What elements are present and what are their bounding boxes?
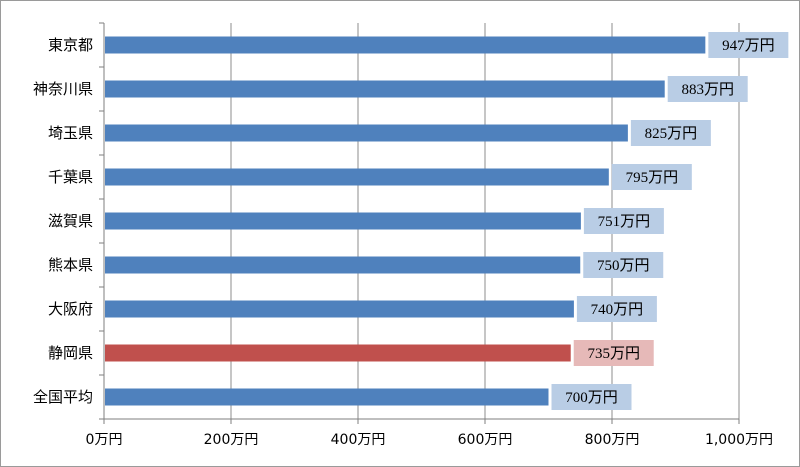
data-label-4: 751万円 xyxy=(598,214,651,230)
bar-8 xyxy=(105,388,549,406)
data-label-bg-8 xyxy=(551,384,632,410)
category-label-6: 大阪府 xyxy=(48,300,93,318)
x-tick-label-2: 400万円 xyxy=(331,432,386,448)
category-label-3: 千葉県 xyxy=(48,168,93,186)
data-label-7: 735万円 xyxy=(587,346,640,362)
category-label-4: 滋賀県 xyxy=(48,212,93,230)
data-label-bg-6 xyxy=(576,296,657,322)
data-label-bg-1 xyxy=(667,76,748,102)
category-label-8: 全国平均 xyxy=(33,388,93,406)
bar-2 xyxy=(105,124,628,142)
category-label-5: 熊本県 xyxy=(48,256,93,274)
category-label-7: 静岡県 xyxy=(48,344,93,362)
data-label-bg-5 xyxy=(583,252,664,278)
bar-1 xyxy=(105,80,665,98)
data-label-0: 947万円 xyxy=(722,38,775,54)
x-tick-label-4: 800万円 xyxy=(585,432,640,448)
bar-5 xyxy=(105,256,581,274)
x-tick-label-3: 600万円 xyxy=(458,432,513,448)
data-label-bg-7 xyxy=(573,340,654,366)
data-label-6: 740万円 xyxy=(591,302,644,318)
data-label-bg-3 xyxy=(611,164,692,190)
x-tick-label-1: 200万円 xyxy=(204,432,259,448)
data-label-5: 750万円 xyxy=(597,258,650,274)
data-label-bg-4 xyxy=(583,208,664,234)
bar-3 xyxy=(105,168,609,186)
data-label-bg-0 xyxy=(708,32,789,58)
bar-4 xyxy=(105,212,581,230)
bar-6 xyxy=(105,300,574,318)
category-label-1: 神奈川県 xyxy=(33,80,93,98)
data-label-2: 825万円 xyxy=(645,126,698,142)
x-tick-label-5: 1,000万円 xyxy=(705,432,773,448)
category-label-0: 東京都 xyxy=(48,36,93,54)
bar-7 xyxy=(105,344,571,362)
bar-0 xyxy=(105,36,706,54)
category-label-2: 埼玉県 xyxy=(48,124,93,142)
data-label-3: 795万円 xyxy=(626,170,679,186)
data-label-1: 883万円 xyxy=(681,82,734,98)
x-tick-label-0: 0万円 xyxy=(86,432,123,448)
data-label-8: 700万円 xyxy=(565,390,618,406)
data-label-bg-2 xyxy=(630,120,711,146)
